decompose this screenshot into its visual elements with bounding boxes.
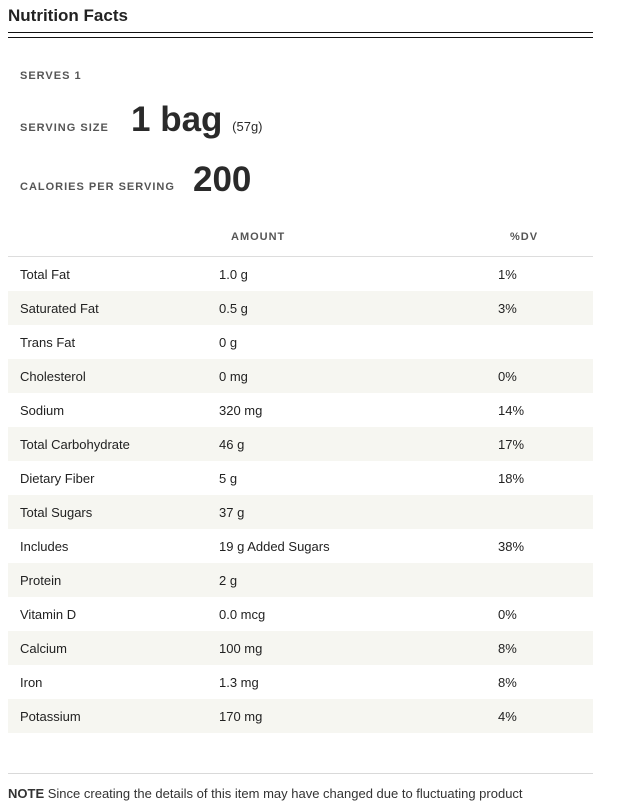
table-row: Dietary Fiber 5 g 18%: [8, 461, 593, 495]
nutrient-amount: 46 g: [219, 427, 498, 461]
table-row: Trans Fat 0 g: [8, 325, 593, 359]
nutrient-dv: 0%: [498, 359, 593, 393]
nutrient-amount: 170 mg: [219, 699, 498, 733]
nutrient-name: Potassium: [8, 699, 219, 733]
nutrient-dv: 14%: [498, 402, 525, 418]
nutrient-amount: 0 g: [219, 334, 238, 350]
amount-header: AMOUNT: [231, 231, 286, 243]
nutrient-name: Iron: [20, 674, 43, 690]
nutrient-amount: 0.0 mcg: [219, 606, 266, 622]
nutrient-name: Total Fat: [20, 266, 70, 282]
nutrient-amount: 0.5 g: [219, 291, 498, 325]
nutrient-amount: 5 g: [219, 470, 238, 486]
table-row: Total Fat 1.0 g 1%: [8, 257, 593, 292]
table-row: Protein 2 g: [8, 563, 593, 597]
nutrient-name: Saturated Fat: [8, 291, 219, 325]
nutrient-dv: [498, 495, 593, 529]
calories-label: CALORIES PER SERVING: [20, 181, 175, 193]
divider: [8, 37, 593, 38]
serving-size-label: SERVING SIZE: [20, 122, 109, 134]
nutrient-amount: 2 g: [219, 563, 498, 597]
nutrient-amount: 37 g: [219, 495, 498, 529]
table-row: Potassium 170 mg 4%: [8, 699, 593, 733]
dv-header: %DV: [510, 231, 539, 243]
nutrient-name: Total Carbohydrate: [8, 427, 219, 461]
nutrient-name: Includes: [20, 538, 69, 554]
nutrient-name: Vitamin D: [20, 606, 77, 622]
table-row: Cholesterol 0 mg 0%: [8, 359, 593, 393]
calories-value: 200: [193, 160, 252, 199]
nutrient-dv: 8%: [498, 631, 593, 665]
nutrient-amount: 19 g Added Sugars: [219, 538, 330, 554]
page-title: Nutrition Facts: [8, 6, 128, 25]
nutrient-amount: 100 mg: [219, 631, 498, 665]
table-row: Includes 19 g Added Sugars 38%: [8, 529, 593, 563]
nutrient-amount: 320 mg: [219, 402, 263, 418]
nutrient-dv: 18%: [498, 470, 525, 486]
serves-label: SERVES 1: [20, 70, 82, 82]
table-row: Calcium 100 mg 8%: [8, 631, 593, 665]
nutrient-dv: 8%: [498, 674, 517, 690]
serving-size-value: 1 bag (57g): [131, 100, 263, 140]
nutrient-name: Cholesterol: [8, 359, 219, 393]
nutrient-amount: 1.0 g: [219, 266, 248, 282]
table-row: Vitamin D 0.0 mcg 0%: [8, 597, 593, 631]
table-row: Saturated Fat 0.5 g 3%: [8, 291, 593, 325]
nutrient-dv: 1%: [498, 266, 517, 282]
nutrient-dv: 17%: [498, 427, 593, 461]
table-row: Total Carbohydrate 46 g 17%: [8, 427, 593, 461]
divider: [8, 773, 593, 774]
nutrient-name: Dietary Fiber: [20, 470, 95, 486]
nutrient-dv: [498, 563, 593, 597]
nutrition-table: Total Fat 1.0 g 1% Saturated Fat 0.5 g 3% Tran…: [8, 256, 593, 733]
nutrient-dv: 3%: [498, 291, 593, 325]
nutrient-name: Trans Fat: [20, 334, 76, 350]
nutrient-name: Total Sugars: [8, 495, 219, 529]
nutrient-dv: [498, 325, 593, 359]
table-row: Total Sugars 37 g: [8, 495, 593, 529]
nutrient-dv: 0%: [498, 606, 517, 622]
nutrient-dv: 38%: [498, 538, 525, 554]
nutrient-amount: 1.3 mg: [219, 674, 259, 690]
serving-size-amount: 1 bag: [131, 100, 223, 139]
divider: [8, 32, 593, 33]
nutrient-dv: 4%: [498, 699, 593, 733]
serving-size-unit: (57g): [232, 119, 263, 134]
nutrient-name: Protein: [8, 563, 219, 597]
nutrient-name: Sodium: [20, 402, 65, 418]
nutrient-name: Calcium: [8, 631, 219, 665]
table-row: Iron 1.3 mg 8%: [8, 665, 593, 699]
nutrient-amount: 0 mg: [219, 359, 498, 393]
table-row: Sodium 320 mg 14%: [8, 393, 593, 427]
